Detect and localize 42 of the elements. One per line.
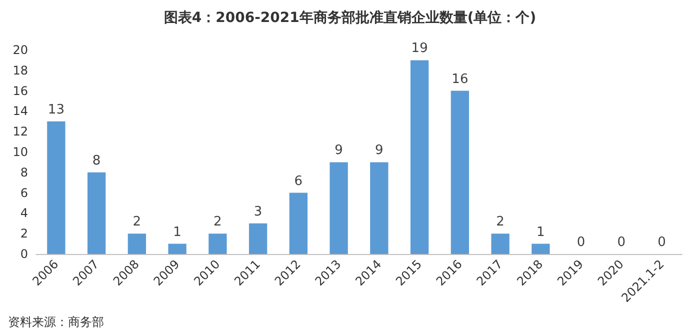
data-label: 2 xyxy=(214,214,222,230)
y-tick-label: 6 xyxy=(20,186,28,200)
bar xyxy=(289,192,308,254)
bar xyxy=(248,223,268,254)
data-label: 8 xyxy=(92,153,101,168)
bar xyxy=(410,60,429,254)
data-label: 6 xyxy=(294,174,303,189)
y-tick-label: 4 xyxy=(20,206,28,220)
y-tick-label: 18 xyxy=(12,63,28,78)
bar xyxy=(128,234,146,254)
data-label: 1 xyxy=(173,224,182,240)
data-label: 9 xyxy=(375,143,384,158)
y-tick-label: 0 xyxy=(20,247,28,261)
chart-title: 图表4：2006-2021年商务部批准直销企业数量(单位：个) xyxy=(164,9,536,26)
data-label: 3 xyxy=(254,204,262,220)
y-tick-label: 2 xyxy=(20,226,28,241)
bar xyxy=(208,234,227,254)
y-tick-label: 8 xyxy=(20,165,28,180)
bar xyxy=(491,234,510,254)
bar xyxy=(47,121,66,254)
data-label: 13 xyxy=(48,102,64,118)
data-label: 9 xyxy=(334,143,343,158)
data-label: 2 xyxy=(496,214,504,230)
data-label: 19 xyxy=(411,41,428,56)
bar xyxy=(168,244,186,254)
bar xyxy=(330,162,348,254)
data-label: 0 xyxy=(617,235,626,250)
y-tick-label: 16 xyxy=(12,84,28,98)
data-label: 0 xyxy=(576,235,586,250)
data-label: 16 xyxy=(452,72,468,87)
bar xyxy=(532,244,550,254)
data-label: 2 xyxy=(132,214,142,230)
data-label: 1 xyxy=(536,224,545,240)
text: 资料来源：商务部 xyxy=(8,315,104,329)
bar xyxy=(87,172,106,254)
y-tick-label: 20 xyxy=(12,43,28,57)
bar xyxy=(450,90,470,254)
data-label: 0 xyxy=(658,235,666,250)
y-tick-label: 14 xyxy=(12,104,28,118)
y-tick-label: 12 xyxy=(12,124,28,139)
bar xyxy=(370,162,388,254)
y-tick-label: 10 xyxy=(12,145,28,159)
